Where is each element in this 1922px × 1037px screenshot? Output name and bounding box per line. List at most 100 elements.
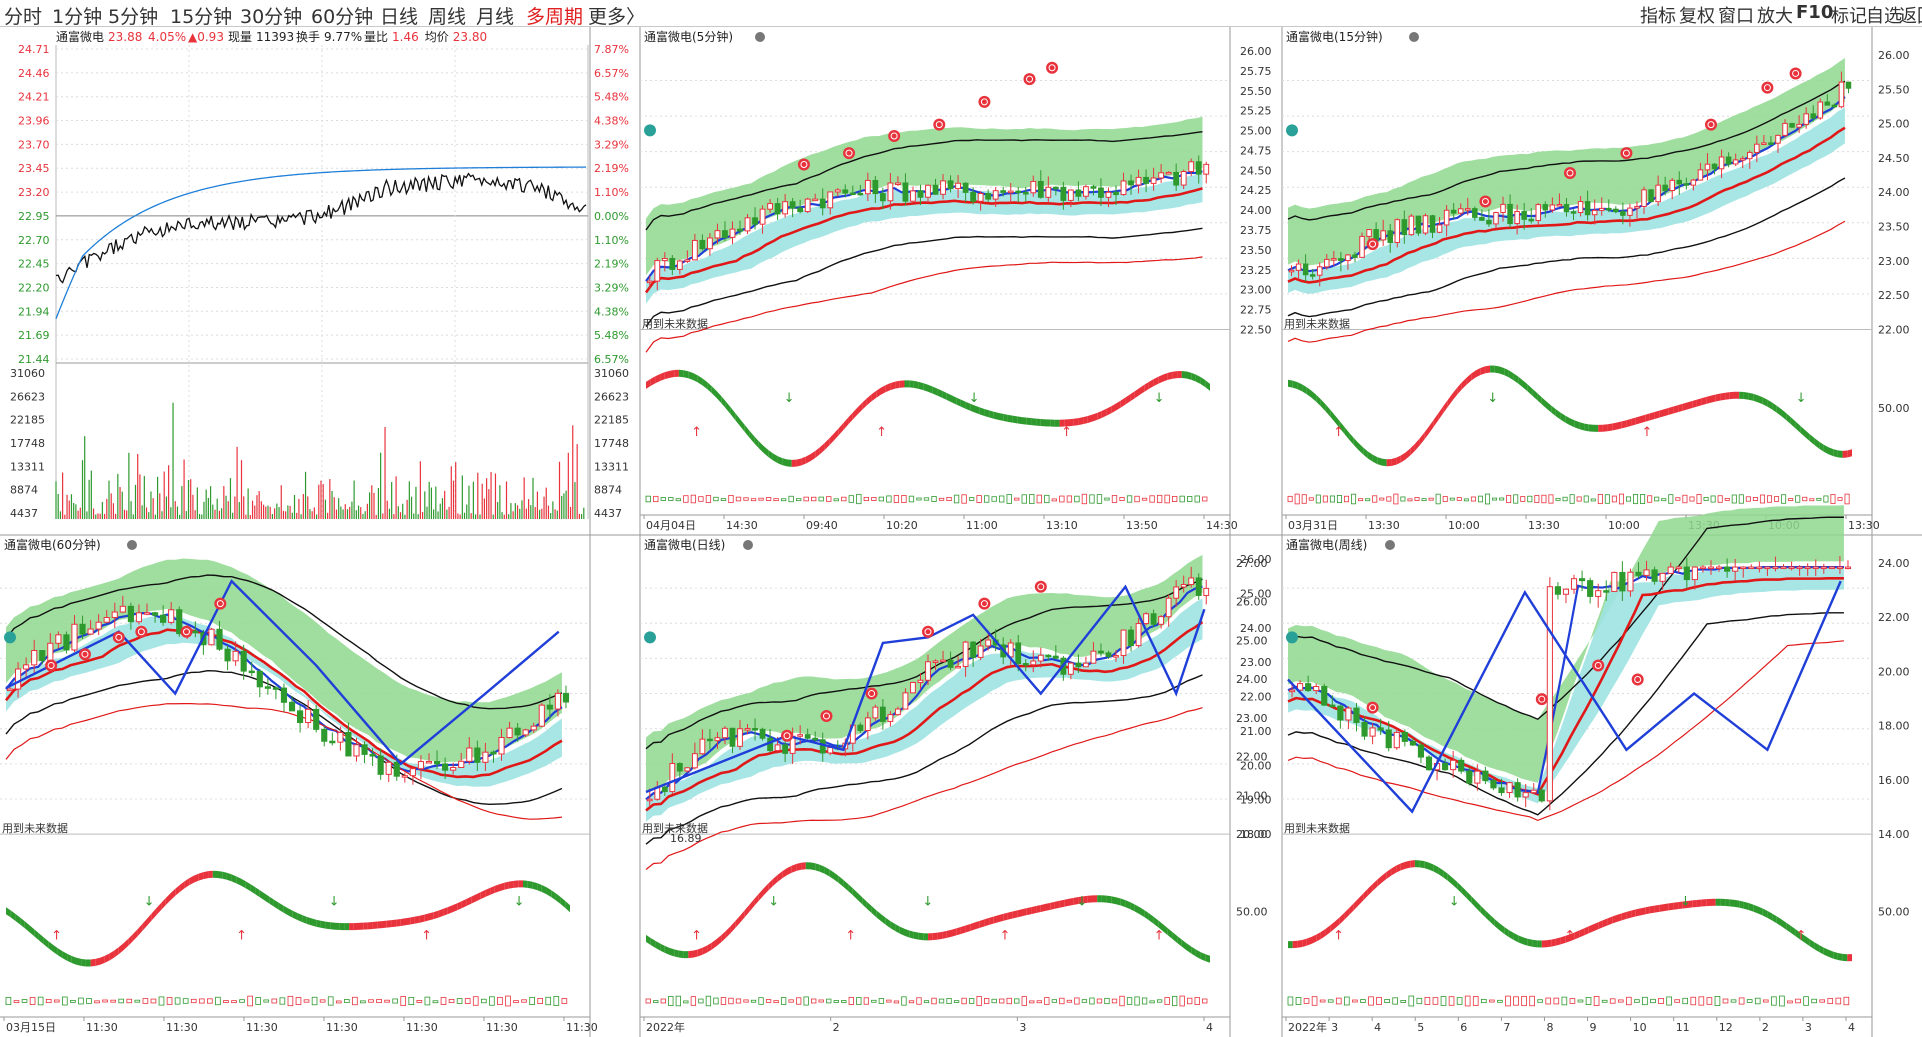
volume-bar — [1521, 995, 1527, 1007]
candle-body — [729, 228, 736, 238]
tab-6[interactable]: 日线 — [380, 6, 419, 28]
toolbar-item-3[interactable]: 放大 — [1757, 6, 1793, 27]
tab-2[interactable]: 5分钟 — [108, 6, 159, 28]
candle-body — [955, 665, 961, 669]
indicator-wave — [1200, 377, 1206, 388]
tab-10[interactable]: 更多〉 — [588, 6, 646, 28]
candle-body — [1442, 762, 1449, 771]
price-label: 22.50 — [1878, 289, 1910, 302]
candle-body — [1606, 207, 1612, 211]
tab-5[interactable]: 60分钟 — [311, 6, 374, 28]
tab-0[interactable]: 分时 — [4, 6, 43, 28]
toolbar-item-2[interactable]: 窗口 — [1718, 6, 1754, 27]
candle-body — [699, 239, 706, 250]
toolbar-item-1[interactable]: 复权 — [1679, 6, 1715, 27]
candle-body — [232, 650, 239, 662]
volume-bar — [931, 997, 937, 1005]
indicator-wave — [834, 428, 839, 441]
indicator-wave — [1743, 392, 1749, 400]
indicator-wave — [1349, 432, 1354, 445]
arrow-up-icon: ↑ — [236, 929, 247, 944]
candle-body — [39, 650, 46, 662]
candle-body — [1203, 163, 1210, 175]
tab-7[interactable]: 周线 — [428, 6, 467, 28]
volume-bar — [758, 497, 764, 501]
indicator-wave — [316, 919, 321, 928]
indicator-wave — [1311, 934, 1317, 944]
indicator-wave — [1191, 946, 1196, 957]
indicator-wave — [1186, 371, 1192, 380]
indicator-wave — [100, 955, 105, 965]
volume-bar — [773, 498, 779, 502]
indicator-wave — [1621, 911, 1627, 921]
volume-bar — [901, 495, 907, 503]
tab-9[interactable]: 多周期 — [526, 6, 584, 28]
tab-4[interactable]: 30分钟 — [240, 6, 303, 28]
candle-body — [1667, 566, 1674, 574]
tab-8[interactable]: 月线 — [476, 6, 515, 28]
indicator-wave — [876, 387, 881, 398]
volume-bar — [1674, 999, 1680, 1003]
volume-bar — [803, 496, 809, 502]
indicator-wave — [1485, 365, 1491, 374]
indicator-wave — [848, 883, 853, 896]
volume-bar — [1759, 494, 1765, 504]
indicator-wave — [1167, 928, 1173, 940]
toolbar-item-6[interactable]: 自选 — [1866, 6, 1902, 27]
tab-3[interactable]: 15分钟 — [170, 6, 233, 28]
toolbar-item-0[interactable]: 指标 — [1640, 6, 1676, 27]
toolbar-item-5[interactable]: 标记 — [1831, 6, 1867, 27]
indicator-wave — [768, 879, 773, 891]
candle-body — [879, 193, 886, 202]
volume-bar — [29, 997, 36, 1005]
volume-bar — [1006, 997, 1012, 1005]
indicator-wave — [1499, 923, 1505, 934]
arrow-up-icon: ↑ — [1061, 425, 1072, 440]
candle-body — [992, 190, 999, 200]
indicator-wave — [918, 932, 924, 941]
tab-1[interactable]: 1分钟 — [52, 6, 103, 28]
volume-bar — [1714, 996, 1721, 1006]
indicator-wave — [1396, 863, 1401, 873]
toolbar-item-7[interactable]: 返回 — [1899, 6, 1922, 27]
indicator-wave — [1546, 401, 1552, 413]
indicator-wave — [48, 941, 53, 952]
time-label: 03月15日 — [6, 1021, 56, 1034]
signal-icon — [865, 687, 878, 700]
candle-body — [1683, 566, 1690, 581]
indicator-wave — [1438, 406, 1444, 421]
volume-bar — [1590, 498, 1596, 502]
indicator-wave — [104, 953, 110, 963]
volume-bar — [134, 999, 141, 1003]
volume-bar — [1618, 493, 1624, 505]
indicator-wave — [1668, 406, 1674, 415]
indicator-wave — [1790, 417, 1796, 429]
indicator-wave — [721, 396, 726, 409]
volume-bar — [1074, 997, 1080, 1005]
volume-bar — [1295, 997, 1302, 1005]
candle-body — [970, 191, 977, 202]
candle-body — [1338, 258, 1344, 262]
volume-bar — [1633, 493, 1639, 505]
candle-body — [1022, 192, 1029, 195]
candle-body — [1549, 204, 1556, 211]
indicator-wave — [998, 913, 1004, 923]
candle-body — [1450, 759, 1457, 771]
candle-body — [1838, 81, 1845, 108]
indicator-wave — [1111, 403, 1116, 414]
indicator-wave — [1490, 365, 1495, 373]
pct-label: 1.10% — [594, 186, 629, 199]
candle-body — [546, 704, 553, 710]
toolbar-item-4[interactable]: F10 — [1796, 2, 1834, 23]
indicator-wave — [358, 922, 364, 930]
indicator-wave — [1471, 896, 1476, 908]
candle-body — [669, 257, 676, 270]
indicator-wave — [1837, 952, 1843, 961]
volume-bar — [1179, 995, 1185, 1007]
candle-body — [1297, 683, 1304, 691]
indicator-wave — [1457, 881, 1462, 894]
candle-body — [1699, 566, 1707, 570]
indicator-wave — [1551, 405, 1556, 417]
indicator-wave — [1678, 403, 1683, 413]
indicator-wave — [1645, 413, 1650, 422]
